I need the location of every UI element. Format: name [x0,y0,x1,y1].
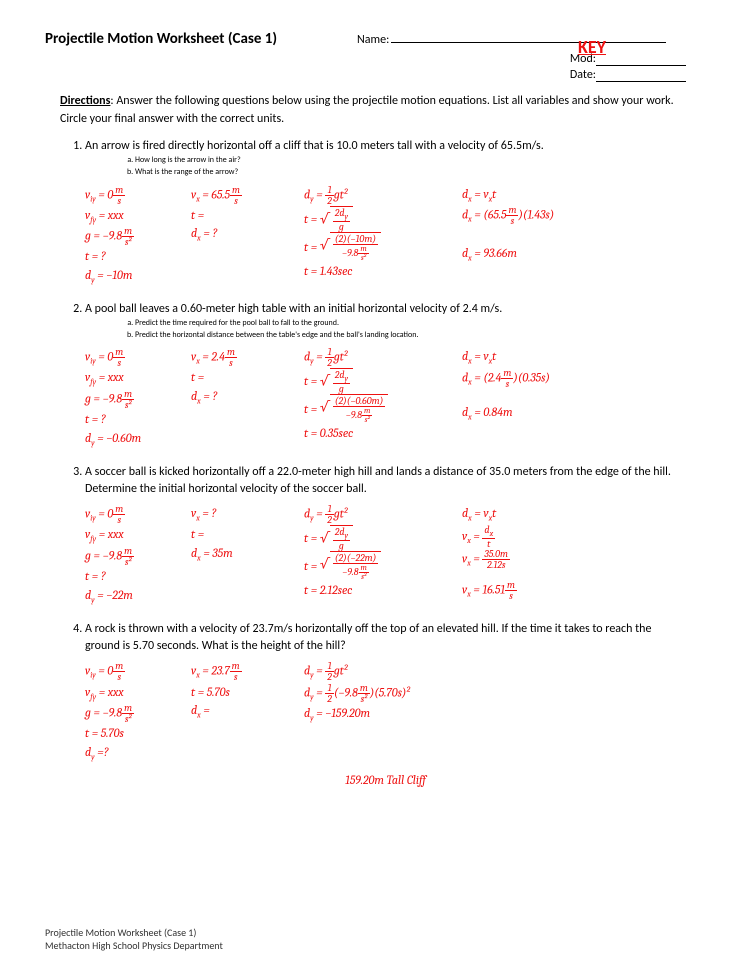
p3-col3: dy = 12gt² t = 2dyg t = (2)(−22m)−9.8ms²… [304,504,444,606]
problem-1: An arrow is fired directly horizontal of… [85,138,686,287]
p1-a: How long is the arrow in the air? [135,155,686,167]
footer-line2: Methacton High School Physics Department [45,939,223,952]
name-field-line: KEY [391,42,666,43]
p4-col1: viy = 0ms vfy = xxx g = −9.8ms² t = 5.70… [85,661,173,763]
footer-line1: Projectile Motion Worksheet (Case 1) [45,926,223,939]
p2-text: A pool ball leaves a 0.60-meter high tab… [85,302,502,316]
date-line [596,81,686,82]
date-label: Date: [570,68,596,82]
p3-col2: vx = ? t = dx = 35m [191,504,286,606]
p2-sub: Predict the time required for the pool b… [135,318,686,341]
problem-2: A pool ball leaves a 0.60-meter high tab… [85,301,686,450]
p2-work: viy = 0ms vfy = xxx g = −9.8ms² t = ? dy… [85,347,686,449]
p1-col3: dy = 12gt² t = 2dyg t = (2)(−10m)−9.8ms²… [304,185,444,287]
p4-answer: 159.20m Tall Cliff [85,772,686,789]
problem-3: A soccer ball is kicked horizontally off… [85,464,686,607]
p4-col2: vx = 23.7ms t = 5.70s dx = [191,661,286,763]
p2-col2: vx = 2.4ms t = dx = ? [191,347,286,449]
mod-line [596,65,686,66]
p1-col1: viy = 0ms vfy = xxx g = −9.8ms² t = ? dy… [85,185,173,287]
p1-col2: vx = 65.5ms t = dx = ? [191,185,286,287]
problems-list: An arrow is fired directly horizontal of… [85,138,686,789]
p1-sub: How long is the arrow in the air? What i… [135,155,686,178]
p2-b: Predict the horizontal distance between … [135,330,686,342]
directions-text: : Answer the following questions below u… [60,94,674,126]
directions: Directions: Answer the following questio… [60,92,686,128]
p3-col1: viy = 0ms vfy = xxx g = −9.8ms² t = ? dy… [85,504,173,606]
p1-work: viy = 0ms vfy = xxx g = −9.8ms² t = ? dy… [85,185,686,287]
header: Projectile Motion Worksheet (Case 1) Nam… [45,30,686,48]
p1-b: What is the range of the arrow? [135,167,686,179]
key-text: KEY [578,36,606,58]
p2-col3: dy = 12gt² t = 2dyg t = (2)(−0.60m)−9.8m… [304,347,444,449]
p3-text: A soccer ball is kicked horizontally off… [85,465,671,496]
directions-label: Directions [60,94,110,108]
page-title: Projectile Motion Worksheet (Case 1) [45,30,277,48]
p2-col4: dx = vxt dx = (2.4ms)(0.35s) dx = 0.84m [462,347,602,449]
footer: Projectile Motion Worksheet (Case 1) Met… [45,926,223,952]
name-label: Name: [357,33,389,47]
problem-4: A rock is thrown with a velocity of 23.7… [85,621,686,789]
p1-text: An arrow is fired directly horizontal of… [85,139,544,153]
p3-col4: dx = vxt vx = dxt vx = 35.0m2.12s vx = 1… [462,504,602,606]
p3-work: viy = 0ms vfy = xxx g = −9.8ms² t = ? dy… [85,504,686,606]
p4-col3: dy = 12gt² dy = 12(−9.8ms²)(5.70s)² dy =… [304,661,504,763]
p2-col1: viy = 0ms vfy = xxx g = −9.8ms² t = ? dy… [85,347,173,449]
p4-work: viy = 0ms vfy = xxx g = −9.8ms² t = 5.70… [85,661,686,763]
p2-a: Predict the time required for the pool b… [135,318,686,330]
p4-text: A rock is thrown with a velocity of 23.7… [85,622,651,653]
p1-col4: dx = vxt dx = (65.5ms)(1.43s) dx = 93.66… [462,185,602,287]
